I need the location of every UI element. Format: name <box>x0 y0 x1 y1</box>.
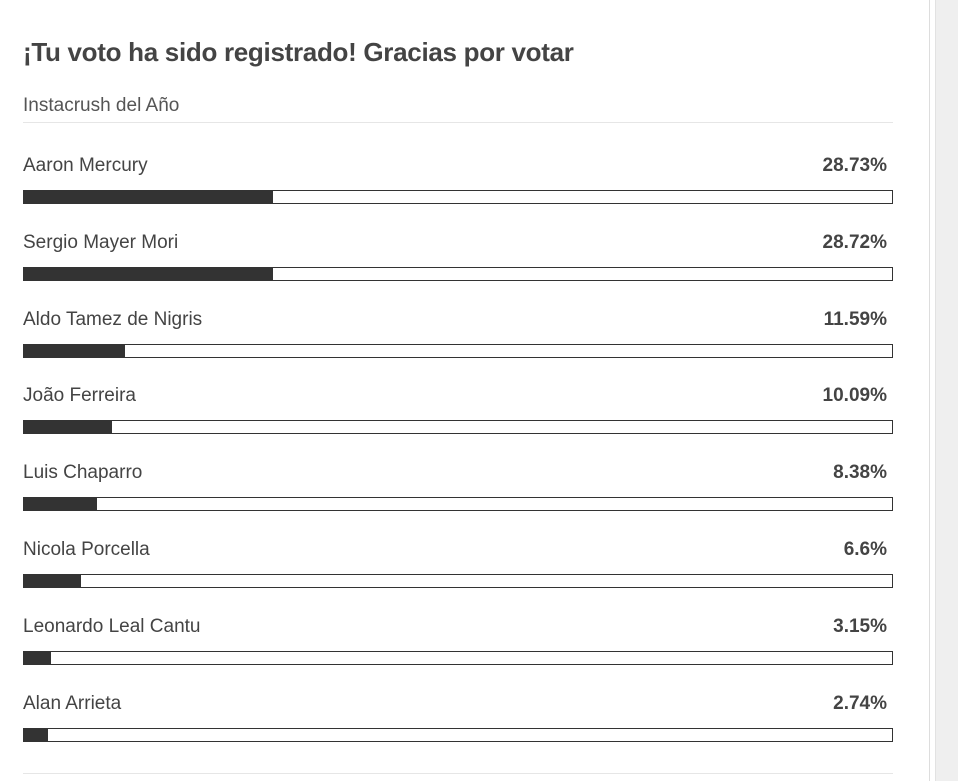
progress-bar-fill <box>24 498 97 511</box>
poll-option: Alan Arrieta 2.74% <box>23 693 893 770</box>
content-edge-divider <box>929 0 930 781</box>
poll-option: Aldo Tamez de Nigris 11.59% <box>23 309 893 386</box>
option-name: Sergio Mayer Mori <box>23 231 179 253</box>
option-percent: 28.72% <box>822 231 887 253</box>
progress-bar-track <box>23 573 893 588</box>
progress-bar-fill <box>24 651 52 664</box>
option-name: Leonardo Leal Cantu <box>23 615 201 637</box>
progress-bar-track <box>23 343 893 358</box>
poll-option: Nicola Porcella 6.6% <box>23 539 893 616</box>
progress-bar-fill <box>24 191 274 203</box>
poll-option: João Ferreira 10.09% <box>23 385 893 462</box>
progress-bar-track <box>23 497 893 512</box>
poll-option: Aaron Mercury 28.73% <box>23 155 893 232</box>
progress-bar-track <box>23 420 893 435</box>
option-name: Aldo Tamez de Nigris <box>23 308 203 330</box>
poll-subtitle: Instacrush del Año <box>23 95 893 123</box>
option-percent: 10.09% <box>822 385 887 407</box>
option-percent: 2.74% <box>833 692 887 714</box>
progress-bar-fill <box>24 421 112 434</box>
progress-bar-fill <box>24 344 125 357</box>
progress-bar-fill <box>24 574 82 587</box>
progress-bar-track <box>23 727 893 742</box>
poll-title: ¡Tu voto ha sido registrado! Gracias por… <box>23 37 574 67</box>
option-percent: 3.15% <box>833 615 887 637</box>
option-percent: 6.6% <box>843 538 887 560</box>
option-name: Luis Chaparro <box>23 462 143 484</box>
option-name: Nicola Porcella <box>23 538 150 560</box>
poll-option: Leonardo Leal Cantu 3.15% <box>23 616 893 693</box>
scrollbar-track[interactable] <box>935 0 958 781</box>
option-name: Alan Arrieta <box>23 692 122 714</box>
progress-bar-fill <box>24 728 48 741</box>
poll-options-list: Aaron Mercury 28.73% Sergio Mayer Mori 2… <box>23 155 893 769</box>
progress-bar-track <box>23 190 893 204</box>
progress-bar-fill <box>24 267 274 280</box>
option-percent: 11.59% <box>823 308 887 330</box>
option-name: João Ferreira <box>23 385 136 407</box>
option-percent: 28.73% <box>822 155 887 176</box>
bottom-divider <box>23 773 893 774</box>
poll-option: Luis Chaparro 8.38% <box>23 462 893 539</box>
option-name: Aaron Mercury <box>23 155 148 176</box>
progress-bar-track <box>23 266 893 281</box>
poll-option: Sergio Mayer Mori 28.72% <box>23 232 893 309</box>
progress-bar-track <box>23 650 893 665</box>
option-percent: 8.38% <box>833 462 887 484</box>
